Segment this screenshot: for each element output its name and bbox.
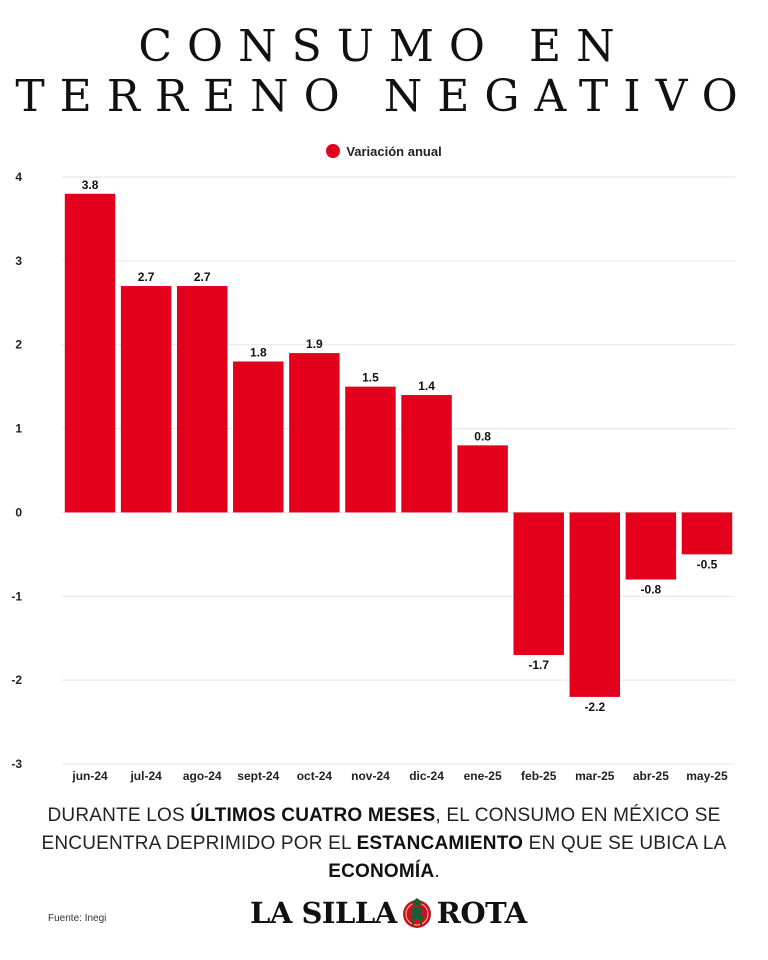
chart-title: CONSUMO EN TERRENO NEGATIVO	[0, 22, 768, 122]
x-tick-label: abr-25	[633, 769, 669, 783]
data-label: 2.7	[194, 270, 211, 284]
bar	[681, 512, 733, 555]
y-tick-label: 0	[15, 505, 22, 519]
y-tick-label: 2	[15, 338, 22, 352]
x-tick-label: sept-24	[237, 769, 279, 783]
x-tick-label: mar-25	[575, 769, 615, 783]
data-label: 1.9	[306, 337, 323, 351]
y-tick-label: 3	[15, 254, 22, 268]
x-tick-label: dic-24	[409, 769, 444, 783]
legend-label: Variación anual	[346, 144, 442, 159]
bar	[64, 193, 116, 513]
bar	[569, 512, 621, 697]
bar	[120, 286, 172, 513]
caption-bold-2: ESTANCAMIENTO	[356, 833, 524, 854]
x-tick-label: feb-25	[521, 769, 557, 783]
data-label: -1.7	[528, 658, 549, 672]
y-tick-label: -1	[11, 589, 22, 603]
bar	[401, 395, 452, 513]
bar	[176, 286, 228, 513]
caption-bold-3: ECONOMÍA	[328, 861, 435, 882]
x-tick-label: jul-24	[129, 769, 162, 783]
data-label: 1.8	[250, 345, 267, 359]
logo-text-right: ROTA	[436, 896, 527, 930]
y-tick-label: -2	[11, 673, 22, 687]
x-tick-label: oct-24	[297, 769, 333, 783]
chart-title-line-1: CONSUMO EN	[138, 21, 630, 72]
data-label: -0.8	[641, 583, 662, 597]
bar	[233, 361, 284, 513]
data-label: -2.2	[584, 700, 605, 714]
bar	[345, 386, 396, 513]
caption-text-2: , EL CONSUMO EN MÉXICO SE ENCUENTRA DEPR…	[41, 805, 721, 854]
bar	[289, 353, 340, 513]
bar	[625, 512, 677, 580]
data-label: 2.7	[138, 270, 155, 284]
source-note: Fuente: Inegi	[48, 913, 107, 924]
x-tick-label: nov-24	[351, 769, 390, 783]
data-label: 0.8	[474, 429, 491, 443]
bar	[513, 512, 564, 655]
caption-text-1: DURANTE LOS	[47, 805, 191, 826]
x-tick-label: jun-24	[71, 769, 108, 783]
brand-logo: LA SILLA ROTA	[250, 893, 527, 933]
logo-text-left: LA SILLA	[250, 896, 397, 930]
x-tick-label: ago-24	[183, 769, 222, 783]
chart-title-line-2: TERRENO NEGATIVO	[15, 71, 753, 122]
x-tick-label: ene-25	[464, 769, 502, 783]
chair-emblem-icon	[402, 898, 431, 928]
bar-chart: 4 3 2 1 0 -1 -2 -3 3.8 jun-24 2.7 jul-24 2.7 ago-24 1.…	[11, 170, 735, 783]
legend-dot-icon	[326, 144, 341, 158]
data-label: 1.4	[418, 379, 435, 393]
y-tick-label: -3	[11, 757, 22, 771]
caption-bold-1: ÚLTIMOS CUATRO MESES	[190, 805, 436, 826]
caption-text-3: EN QUE SE UBICA LA	[523, 833, 727, 854]
x-tick-label: may-25	[686, 769, 728, 783]
data-label: 1.5	[362, 371, 379, 385]
caption-text-4: .	[434, 861, 440, 882]
chart-legend: Variación anual	[0, 144, 768, 159]
y-tick-label: 4	[15, 170, 22, 184]
data-label: -0.5	[697, 557, 718, 571]
bar	[457, 445, 508, 513]
y-tick-label: 1	[15, 422, 22, 436]
data-label: 3.8	[82, 178, 99, 192]
caption: DURANTE LOS ÚLTIMOS CUATRO MESES, EL CON…	[30, 802, 738, 886]
